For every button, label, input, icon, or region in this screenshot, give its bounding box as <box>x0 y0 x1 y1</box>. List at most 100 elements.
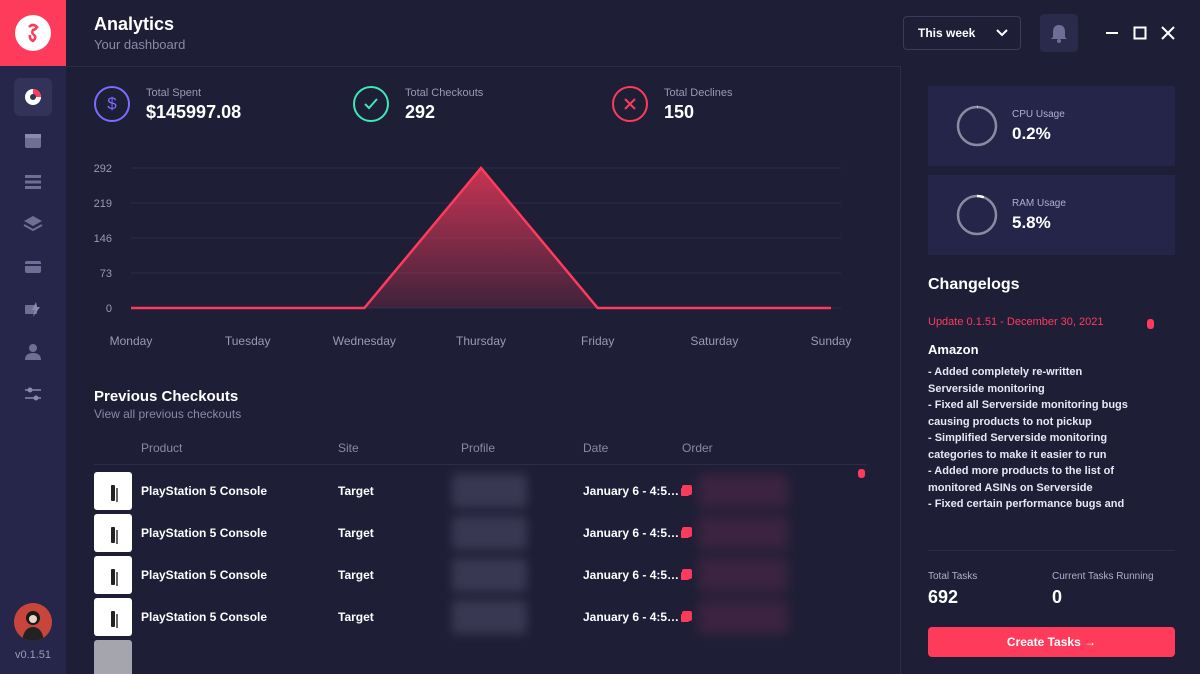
sliders-icon <box>25 387 41 401</box>
table-row[interactable]: PlayStation 5 Console Target January 6 -… <box>94 514 864 552</box>
sidebar: v0.1.51 <box>0 0 66 674</box>
maximize-icon <box>1133 26 1147 40</box>
changelog-item: - Fixed certain performance bugs and <box>928 498 1125 510</box>
cell-order-blurred <box>698 516 788 550</box>
right-panel <box>900 66 1200 674</box>
cpu-usage-value: 0.2% <box>1012 124 1051 143</box>
page-subtitle: Your dashboard <box>94 37 186 52</box>
x-tick-label: Tuesday <box>225 334 271 348</box>
nav-tasks[interactable] <box>14 163 52 201</box>
cpu-usage-ring <box>956 105 998 147</box>
cell-profile-blurred <box>452 474 527 508</box>
x-tick-label: Saturday <box>690 334 738 348</box>
y-tick-label: 219 <box>94 198 112 210</box>
nav-profiles[interactable] <box>14 333 52 371</box>
app-logo[interactable] <box>0 0 66 66</box>
product-thumbnail <box>94 472 132 510</box>
cell-date: January 6 - 4:5… <box>583 484 680 498</box>
changelog-item: - Simplified Serverside monitoring categ… <box>928 432 1108 461</box>
running-tasks-label: Current Tasks Running <box>1052 571 1154 582</box>
copy-icon[interactable] <box>682 569 692 579</box>
table-row[interactable]: PlayStation 5 Console Target January 6 -… <box>94 472 864 510</box>
cell-site: Target <box>338 484 374 498</box>
nav-billing[interactable] <box>14 248 52 286</box>
scroll-indicator <box>858 469 865 478</box>
page-title: Analytics <box>94 14 175 34</box>
credit-card-icon <box>25 261 41 273</box>
chart-area <box>131 168 831 308</box>
ram-usage-ring <box>956 194 998 236</box>
x-tick-label: Friday <box>581 334 614 348</box>
cpu-usage-label: CPU Usage <box>1012 109 1065 120</box>
copy-icon[interactable] <box>682 527 692 537</box>
create-tasks-button[interactable]: Create Tasks → <box>928 627 1175 657</box>
checkouts-title: Previous Checkouts <box>94 388 239 405</box>
changelog-item: - Fixed all Serverside monitoring bugs c… <box>928 399 1128 428</box>
header-divider <box>66 66 900 67</box>
cell-product: PlayStation 5 Console <box>141 568 268 582</box>
table-row[interactable]: PlayStation 5 Console Target January 6 -… <box>94 556 864 594</box>
copy-icon[interactable] <box>682 611 692 621</box>
stat-label: Total Checkouts <box>405 87 484 99</box>
column-header-product: Product <box>141 441 183 455</box>
changelog-vendor: Amazon <box>928 342 979 357</box>
dollar-icon: $ <box>94 86 130 122</box>
y-tick-label: 292 <box>94 163 112 175</box>
stat-label: Total Spent <box>146 87 202 99</box>
checkouts-view-all-link[interactable]: View all previous checkouts <box>94 407 242 421</box>
cell-site: Target <box>338 526 374 540</box>
bell-icon <box>1051 25 1067 43</box>
lightning-icon <box>25 302 40 317</box>
app-version: v0.1.51 <box>14 649 52 661</box>
changelog-list: - Added completely re-written Serverside… <box>928 364 1138 517</box>
cell-order-blurred <box>698 600 788 634</box>
nav-layers[interactable] <box>14 205 52 243</box>
header: Analytics Your dashboard This week <box>66 0 1200 66</box>
minimize-button[interactable] <box>1101 22 1123 44</box>
total-tasks-label: Total Tasks <box>928 571 978 582</box>
user-icon <box>25 344 41 360</box>
stat-value: $145997.08 <box>146 102 242 122</box>
nav-calendar[interactable] <box>14 121 52 159</box>
avatar[interactable] <box>14 603 52 641</box>
cell-profile-blurred <box>452 516 527 550</box>
maximize-button[interactable] <box>1129 22 1151 44</box>
layers-icon <box>23 216 43 232</box>
x-tick-label: Thursday <box>456 334 506 348</box>
table-row[interactable]: PlayStation 5 Console Target January 6 -… <box>94 598 864 636</box>
changelog-update-title: Update 0.1.51 - December 30, 2021 <box>928 316 1104 328</box>
list-icon <box>25 175 41 189</box>
column-header-date: Date <box>583 441 609 455</box>
y-tick-label: 0 <box>106 303 112 315</box>
logo-mark-icon <box>15 15 51 51</box>
x-tick-label: Wednesday <box>333 334 396 348</box>
x-tick-label: Monday <box>110 334 153 348</box>
chevron-down-icon <box>996 29 1008 37</box>
changelogs-title: Changelogs <box>928 276 1020 293</box>
nav-settings[interactable] <box>14 375 52 413</box>
ram-usage-card: RAM Usage 5.8% <box>928 175 1175 255</box>
cell-product: PlayStation 5 Console <box>141 610 268 624</box>
cell-site: Target <box>338 610 374 624</box>
cell-date: January 6 - 4:5… <box>583 610 680 624</box>
nav-proxies[interactable] <box>14 290 52 328</box>
ram-usage-value: 5.8% <box>1012 213 1051 232</box>
close-button[interactable] <box>1157 22 1179 44</box>
cell-product: PlayStation 5 Console <box>141 484 268 498</box>
changelog-scroll-indicator <box>1147 319 1154 329</box>
nav-analytics[interactable] <box>14 78 52 116</box>
copy-icon[interactable] <box>682 485 692 495</box>
column-header-profile: Profile <box>461 441 496 455</box>
range-select[interactable]: This week <box>903 16 1021 50</box>
total-tasks-value: 692 <box>928 587 959 607</box>
close-icon <box>1161 26 1175 40</box>
cell-profile-blurred <box>452 558 527 592</box>
pie-chart-icon <box>25 89 41 105</box>
changelog-item: - Added more products to the list of mon… <box>928 465 1114 494</box>
cell-order-blurred <box>698 474 788 508</box>
y-tick-label: 73 <box>100 268 112 280</box>
notifications-button[interactable] <box>1040 14 1078 52</box>
table-row-partial[interactable] <box>94 640 864 674</box>
y-tick-label: 146 <box>94 233 112 245</box>
cell-profile-blurred <box>452 600 527 634</box>
